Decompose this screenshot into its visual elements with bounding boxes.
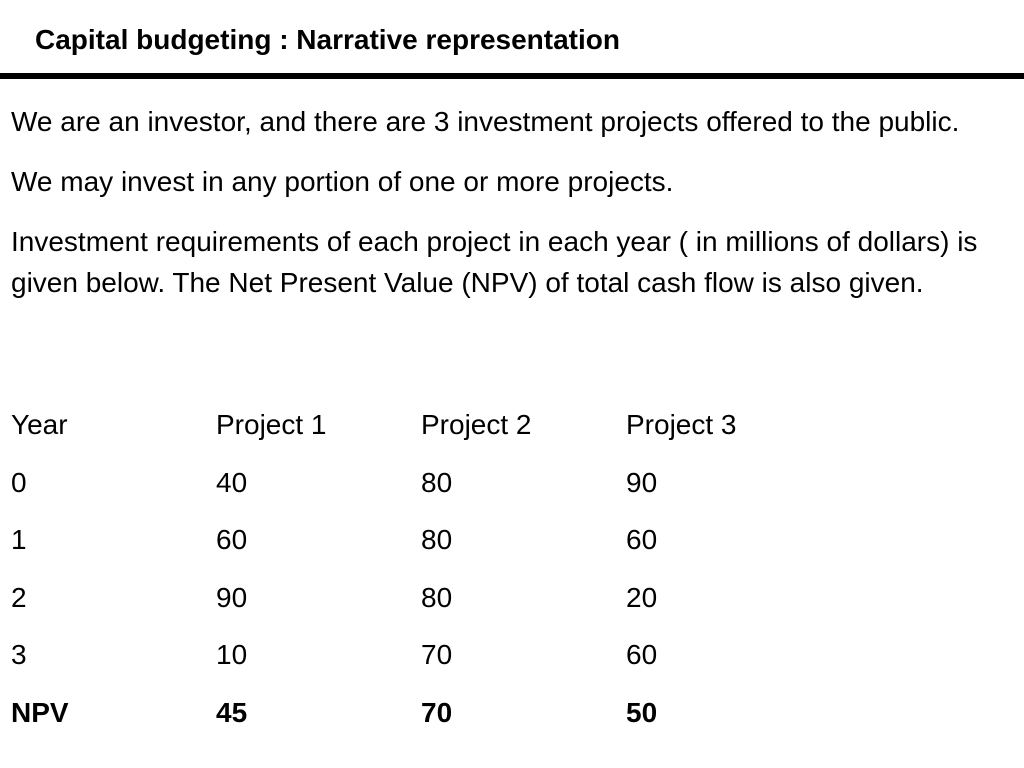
table-cell: 60 — [216, 524, 248, 555]
header-project-1: Project 1 — [216, 409, 327, 440]
npv-project-3: 50 — [626, 696, 658, 728]
table-row: 1 60 80 60 — [11, 519, 831, 577]
header-year: Year — [11, 409, 68, 440]
table-cell: 80 — [421, 581, 453, 613]
npv-project-1: 45 — [216, 696, 248, 728]
paragraph-requirements: Investment requirements of each project … — [11, 226, 978, 298]
table-row: 0 40 80 90 — [11, 462, 831, 520]
table-cell: 80 — [421, 466, 453, 498]
slide-body: We are an investor, and there are 3 inve… — [11, 101, 1011, 322]
table-cell: 70 — [421, 639, 453, 670]
npv-label: NPV — [11, 696, 69, 728]
table-cell: 10 — [216, 639, 248, 670]
table-cell: 60 — [626, 524, 658, 555]
table-cell: 40 — [216, 466, 248, 498]
table-cell: 1 — [11, 524, 27, 555]
table-cell: 20 — [626, 581, 658, 613]
table-cell: 2 — [11, 581, 27, 613]
title-divider — [0, 73, 1024, 79]
npv-project-2: 70 — [421, 696, 453, 728]
table-cell: 80 — [421, 524, 453, 555]
table-cell: 0 — [11, 466, 27, 498]
header-project-3: Project 3 — [626, 409, 737, 440]
header-project-2: Project 2 — [421, 409, 532, 440]
table-cell: 60 — [626, 639, 658, 670]
paragraph-intro: We are an investor, and there are 3 inve… — [11, 106, 960, 137]
table-row: 2 90 80 20 — [11, 577, 831, 635]
table-row: 3 10 70 60 — [11, 634, 831, 692]
table-cell: 3 — [11, 639, 27, 670]
table-header-row: Year Project 1 Project 2 Project 3 — [11, 404, 831, 462]
table-cell: 90 — [626, 466, 658, 498]
npv-row: NPV 45 70 50 — [11, 692, 831, 750]
slide-title: Capital budgeting : Narrative representa… — [35, 24, 620, 55]
investment-table: Year Project 1 Project 2 Project 3 0 40 … — [11, 404, 831, 749]
table-cell: 90 — [216, 581, 248, 613]
paragraph-portion: We may invest in any portion of one or m… — [11, 166, 674, 197]
